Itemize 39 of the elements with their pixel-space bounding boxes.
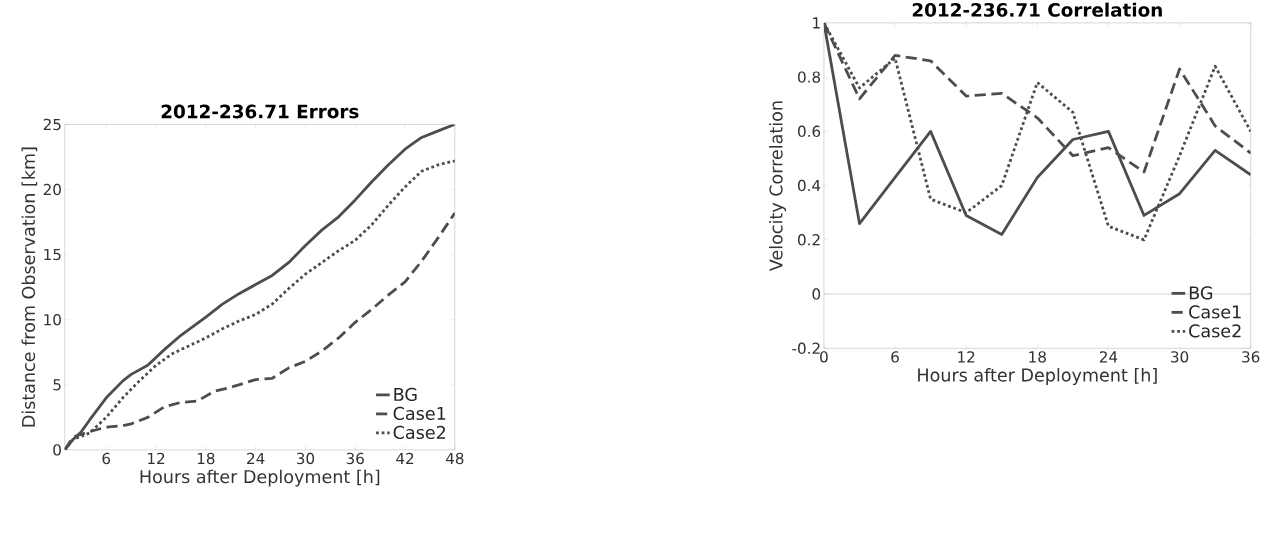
y-tick-label: 20	[43, 183, 61, 196]
y-tick-label: 25	[43, 118, 61, 131]
legend-label: Case2	[393, 425, 446, 440]
y-tick-label: 5	[53, 379, 61, 391]
x-tick-label: 6	[891, 351, 899, 363]
x-tick-label: 30	[296, 452, 315, 465]
x-tick-label: 18	[1029, 351, 1046, 363]
y-tick-label: 0.4	[798, 180, 821, 192]
chart-title: 2012-236.71 Correlation	[912, 2, 1162, 18]
x-tick-label: 24	[247, 452, 265, 465]
chart-title: 2012-236.71 Errors	[161, 104, 359, 119]
legend-label: Case2	[1189, 324, 1241, 338]
y-tick-label: -0.2	[792, 342, 820, 355]
legend-label: Case1	[1189, 305, 1241, 319]
y-axis-title: Distance from Observation [km]	[21, 147, 38, 427]
x-tick-label: 6	[102, 452, 111, 465]
x-tick-label: 12	[148, 452, 165, 465]
y-tick-label: 0	[53, 444, 61, 456]
legend-label: BG	[394, 387, 417, 402]
x-tick-label: 48	[445, 452, 464, 465]
y-tick-label: 1	[813, 17, 820, 29]
x-axis-title: Hours after Deployment [h]	[918, 368, 1157, 386]
y-tick-label: 10	[44, 314, 61, 326]
x-tick-label: 36	[1242, 351, 1260, 363]
y-tick-label: 0.8	[798, 71, 821, 84]
x-tick-label: 30	[1171, 351, 1189, 363]
legend-label: BG	[1189, 286, 1213, 300]
x-axis-title: Hours after Deployment [h]	[140, 469, 380, 487]
y-axis-title: Velocity Correlation	[769, 101, 787, 272]
y-tick-label: 0	[812, 288, 821, 300]
x-tick-label: 24	[1099, 351, 1118, 363]
legend-label: Case1	[393, 406, 446, 421]
x-tick-label: 12	[958, 351, 975, 363]
x-tick-label: 42	[396, 452, 414, 465]
x-tick-label: 36	[346, 452, 364, 465]
x-tick-label: 18	[197, 452, 215, 465]
y-tick-label: 0.2	[798, 234, 820, 246]
y-tick-label: 0.6	[798, 125, 821, 138]
y-tick-label: 15	[44, 249, 61, 261]
